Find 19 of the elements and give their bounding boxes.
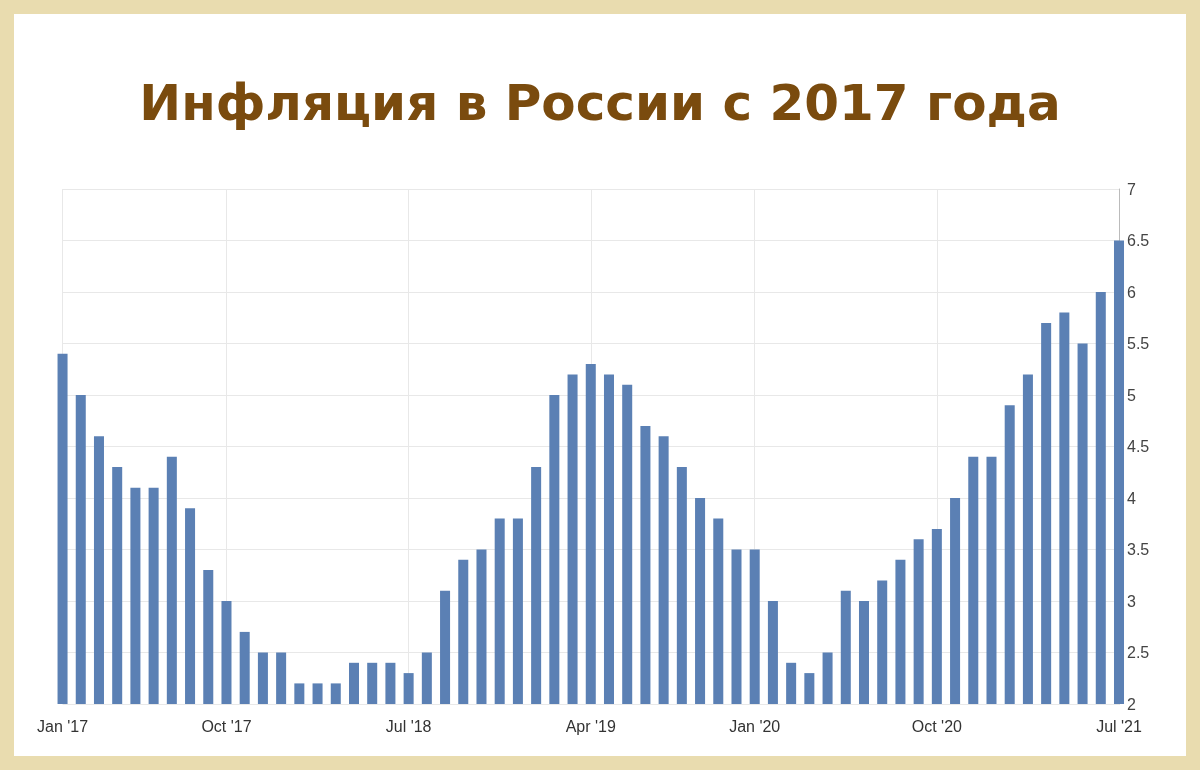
y-tick-label: 3 — [1127, 592, 1136, 610]
y-tick-label: 4.5 — [1127, 438, 1150, 455]
y-tick-label: 5 — [1127, 386, 1136, 404]
y-tick-label: 2 — [1127, 695, 1136, 713]
x-tick-label: Jul '21 — [1096, 717, 1142, 735]
x-tick-label: Oct '20 — [911, 717, 963, 735]
chart-title: Инфляция в России с 2017 года — [138, 74, 1062, 132]
x-tick-label: Apr '19 — [565, 717, 616, 735]
x-tick-label: Jan '20 — [729, 717, 781, 735]
x-tick-label: Oct '17 — [201, 717, 252, 735]
x-tick-label: Jul '18 — [385, 717, 432, 735]
y-tick-label: 4 — [1127, 489, 1136, 507]
y-tick-label: 2.5 — [1127, 644, 1150, 661]
y-tick-label: 6.5 — [1127, 232, 1150, 249]
y-tick-label: 3.5 — [1127, 541, 1150, 558]
y-tick-label: 5.5 — [1127, 335, 1150, 352]
y-tick-label: 6 — [1127, 283, 1136, 301]
y-tick-label: 7 — [1127, 180, 1136, 198]
x-tick-label: Jan '17 — [37, 717, 89, 735]
